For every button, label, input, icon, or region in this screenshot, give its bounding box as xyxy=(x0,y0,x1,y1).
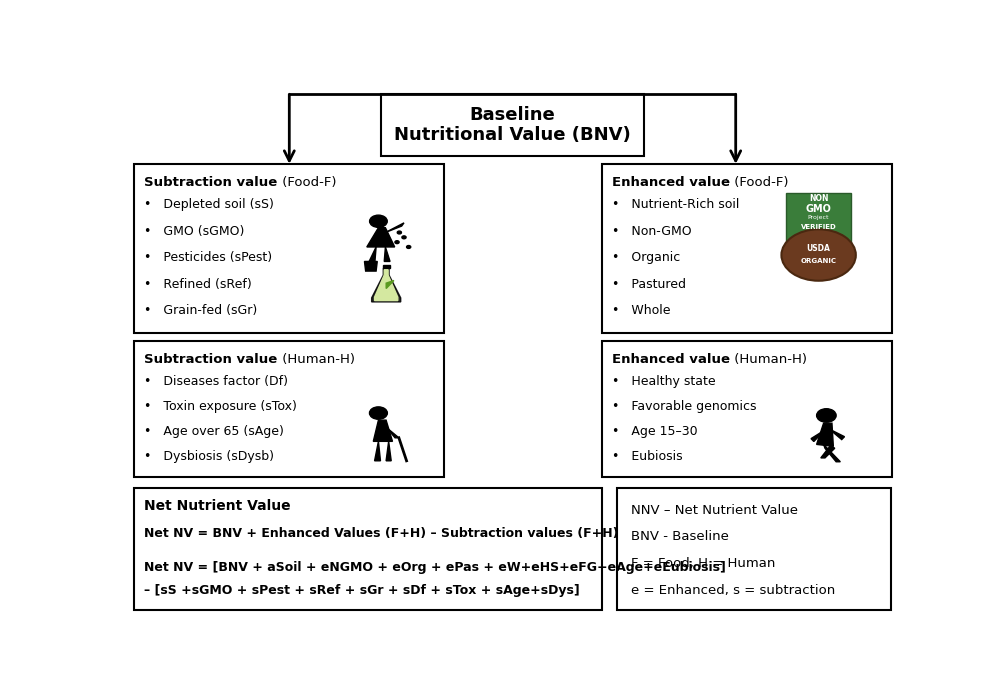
Text: •   GMO (sGMO): • GMO (sGMO) xyxy=(144,225,245,237)
Text: Baseline
Nutritional Value (BNV): Baseline Nutritional Value (BNV) xyxy=(394,106,631,145)
Polygon shape xyxy=(821,445,835,458)
Text: •   Pesticides (sPest): • Pesticides (sPest) xyxy=(144,251,272,264)
Polygon shape xyxy=(384,247,390,262)
Text: •   Favorable genomics: • Favorable genomics xyxy=(612,400,756,413)
Text: •   Age 15–30: • Age 15–30 xyxy=(612,425,697,438)
Text: Project: Project xyxy=(808,215,829,220)
Text: •   Depleted soil (sS): • Depleted soil (sS) xyxy=(144,198,274,211)
Text: e = Enhanced, s = subtraction: e = Enhanced, s = subtraction xyxy=(631,584,835,597)
Bar xyxy=(786,193,851,250)
Polygon shape xyxy=(372,269,401,302)
Bar xyxy=(134,488,602,610)
Text: GMO: GMO xyxy=(806,204,832,214)
Text: (Food-F): (Food-F) xyxy=(730,175,788,189)
Polygon shape xyxy=(375,441,380,461)
Polygon shape xyxy=(375,270,398,301)
Text: – [sS +sGMO + sPest + sRef + sGr + sDf + sTox + sAge+sDys]: – [sS +sGMO + sPest + sRef + sGr + sDf +… xyxy=(144,584,580,597)
Bar xyxy=(383,265,390,269)
Text: BNV - Baseline: BNV - Baseline xyxy=(631,530,729,544)
Text: •   Age over 65 (sAge): • Age over 65 (sAge) xyxy=(144,425,284,438)
Text: USDA: USDA xyxy=(807,244,831,253)
Polygon shape xyxy=(364,262,377,271)
Polygon shape xyxy=(386,427,399,438)
Circle shape xyxy=(397,231,401,234)
Circle shape xyxy=(369,407,387,419)
Circle shape xyxy=(781,229,856,280)
Text: Enhanced value: Enhanced value xyxy=(612,175,730,189)
Text: •   Organic: • Organic xyxy=(612,251,680,264)
Circle shape xyxy=(402,236,406,239)
Text: (Human-H): (Human-H) xyxy=(278,353,355,365)
Text: •   Toxin exposure (sTox): • Toxin exposure (sTox) xyxy=(144,400,297,413)
Bar xyxy=(134,164,444,333)
Polygon shape xyxy=(386,280,394,289)
Text: (Food-F): (Food-F) xyxy=(278,175,336,189)
Text: •   Non-GMO: • Non-GMO xyxy=(612,225,691,237)
Text: Enhanced value: Enhanced value xyxy=(612,353,730,365)
Bar xyxy=(602,164,892,333)
Circle shape xyxy=(370,215,387,228)
Text: Subtraction value: Subtraction value xyxy=(144,353,278,365)
Circle shape xyxy=(407,246,411,248)
Text: Net NV = [BNV + aSoil + eNGMO + eOrg + ePas + eW+eHS+eFG+eAge+eEubiosis]: Net NV = [BNV + aSoil + eNGMO + eOrg + e… xyxy=(144,561,726,574)
Polygon shape xyxy=(369,247,376,262)
Polygon shape xyxy=(829,429,845,440)
Text: •   Nutrient-Rich soil: • Nutrient-Rich soil xyxy=(612,198,739,211)
Bar xyxy=(602,341,892,477)
Text: •   Pastured: • Pastured xyxy=(612,278,686,291)
Text: ORGANIC: ORGANIC xyxy=(801,258,837,264)
Text: Subtraction value: Subtraction value xyxy=(144,175,278,189)
Text: •   Whole: • Whole xyxy=(612,304,670,317)
Text: NNV – Net Nutrient Value: NNV – Net Nutrient Value xyxy=(631,504,798,516)
Bar xyxy=(134,341,444,477)
Text: (Human-H): (Human-H) xyxy=(730,353,807,365)
Text: •   Dysbiosis (sDysb): • Dysbiosis (sDysb) xyxy=(144,450,274,464)
Polygon shape xyxy=(824,445,840,461)
Bar xyxy=(617,488,891,610)
Polygon shape xyxy=(386,441,391,461)
Text: •   Refined (sRef): • Refined (sRef) xyxy=(144,278,252,291)
Text: •   Healthy state: • Healthy state xyxy=(612,375,715,388)
Circle shape xyxy=(395,241,399,244)
Polygon shape xyxy=(373,420,392,441)
Text: NON: NON xyxy=(809,194,828,203)
Polygon shape xyxy=(385,223,404,232)
Text: VERIFIED: VERIFIED xyxy=(801,224,836,230)
Text: Net Nutrient Value: Net Nutrient Value xyxy=(144,500,291,514)
Polygon shape xyxy=(367,228,395,247)
Bar xyxy=(381,94,644,156)
Text: Net NV = BNV + Enhanced Values (F+H) – Subtraction values (F+H): Net NV = BNV + Enhanced Values (F+H) – S… xyxy=(144,528,619,540)
Polygon shape xyxy=(811,430,825,441)
Text: •   Diseases factor (Df): • Diseases factor (Df) xyxy=(144,375,288,388)
Text: •   Grain-fed (sGr): • Grain-fed (sGr) xyxy=(144,304,258,317)
Text: F = Food, H = Human: F = Food, H = Human xyxy=(631,557,775,570)
Polygon shape xyxy=(817,423,833,446)
Text: •   Eubiosis: • Eubiosis xyxy=(612,450,682,464)
Circle shape xyxy=(817,409,836,422)
